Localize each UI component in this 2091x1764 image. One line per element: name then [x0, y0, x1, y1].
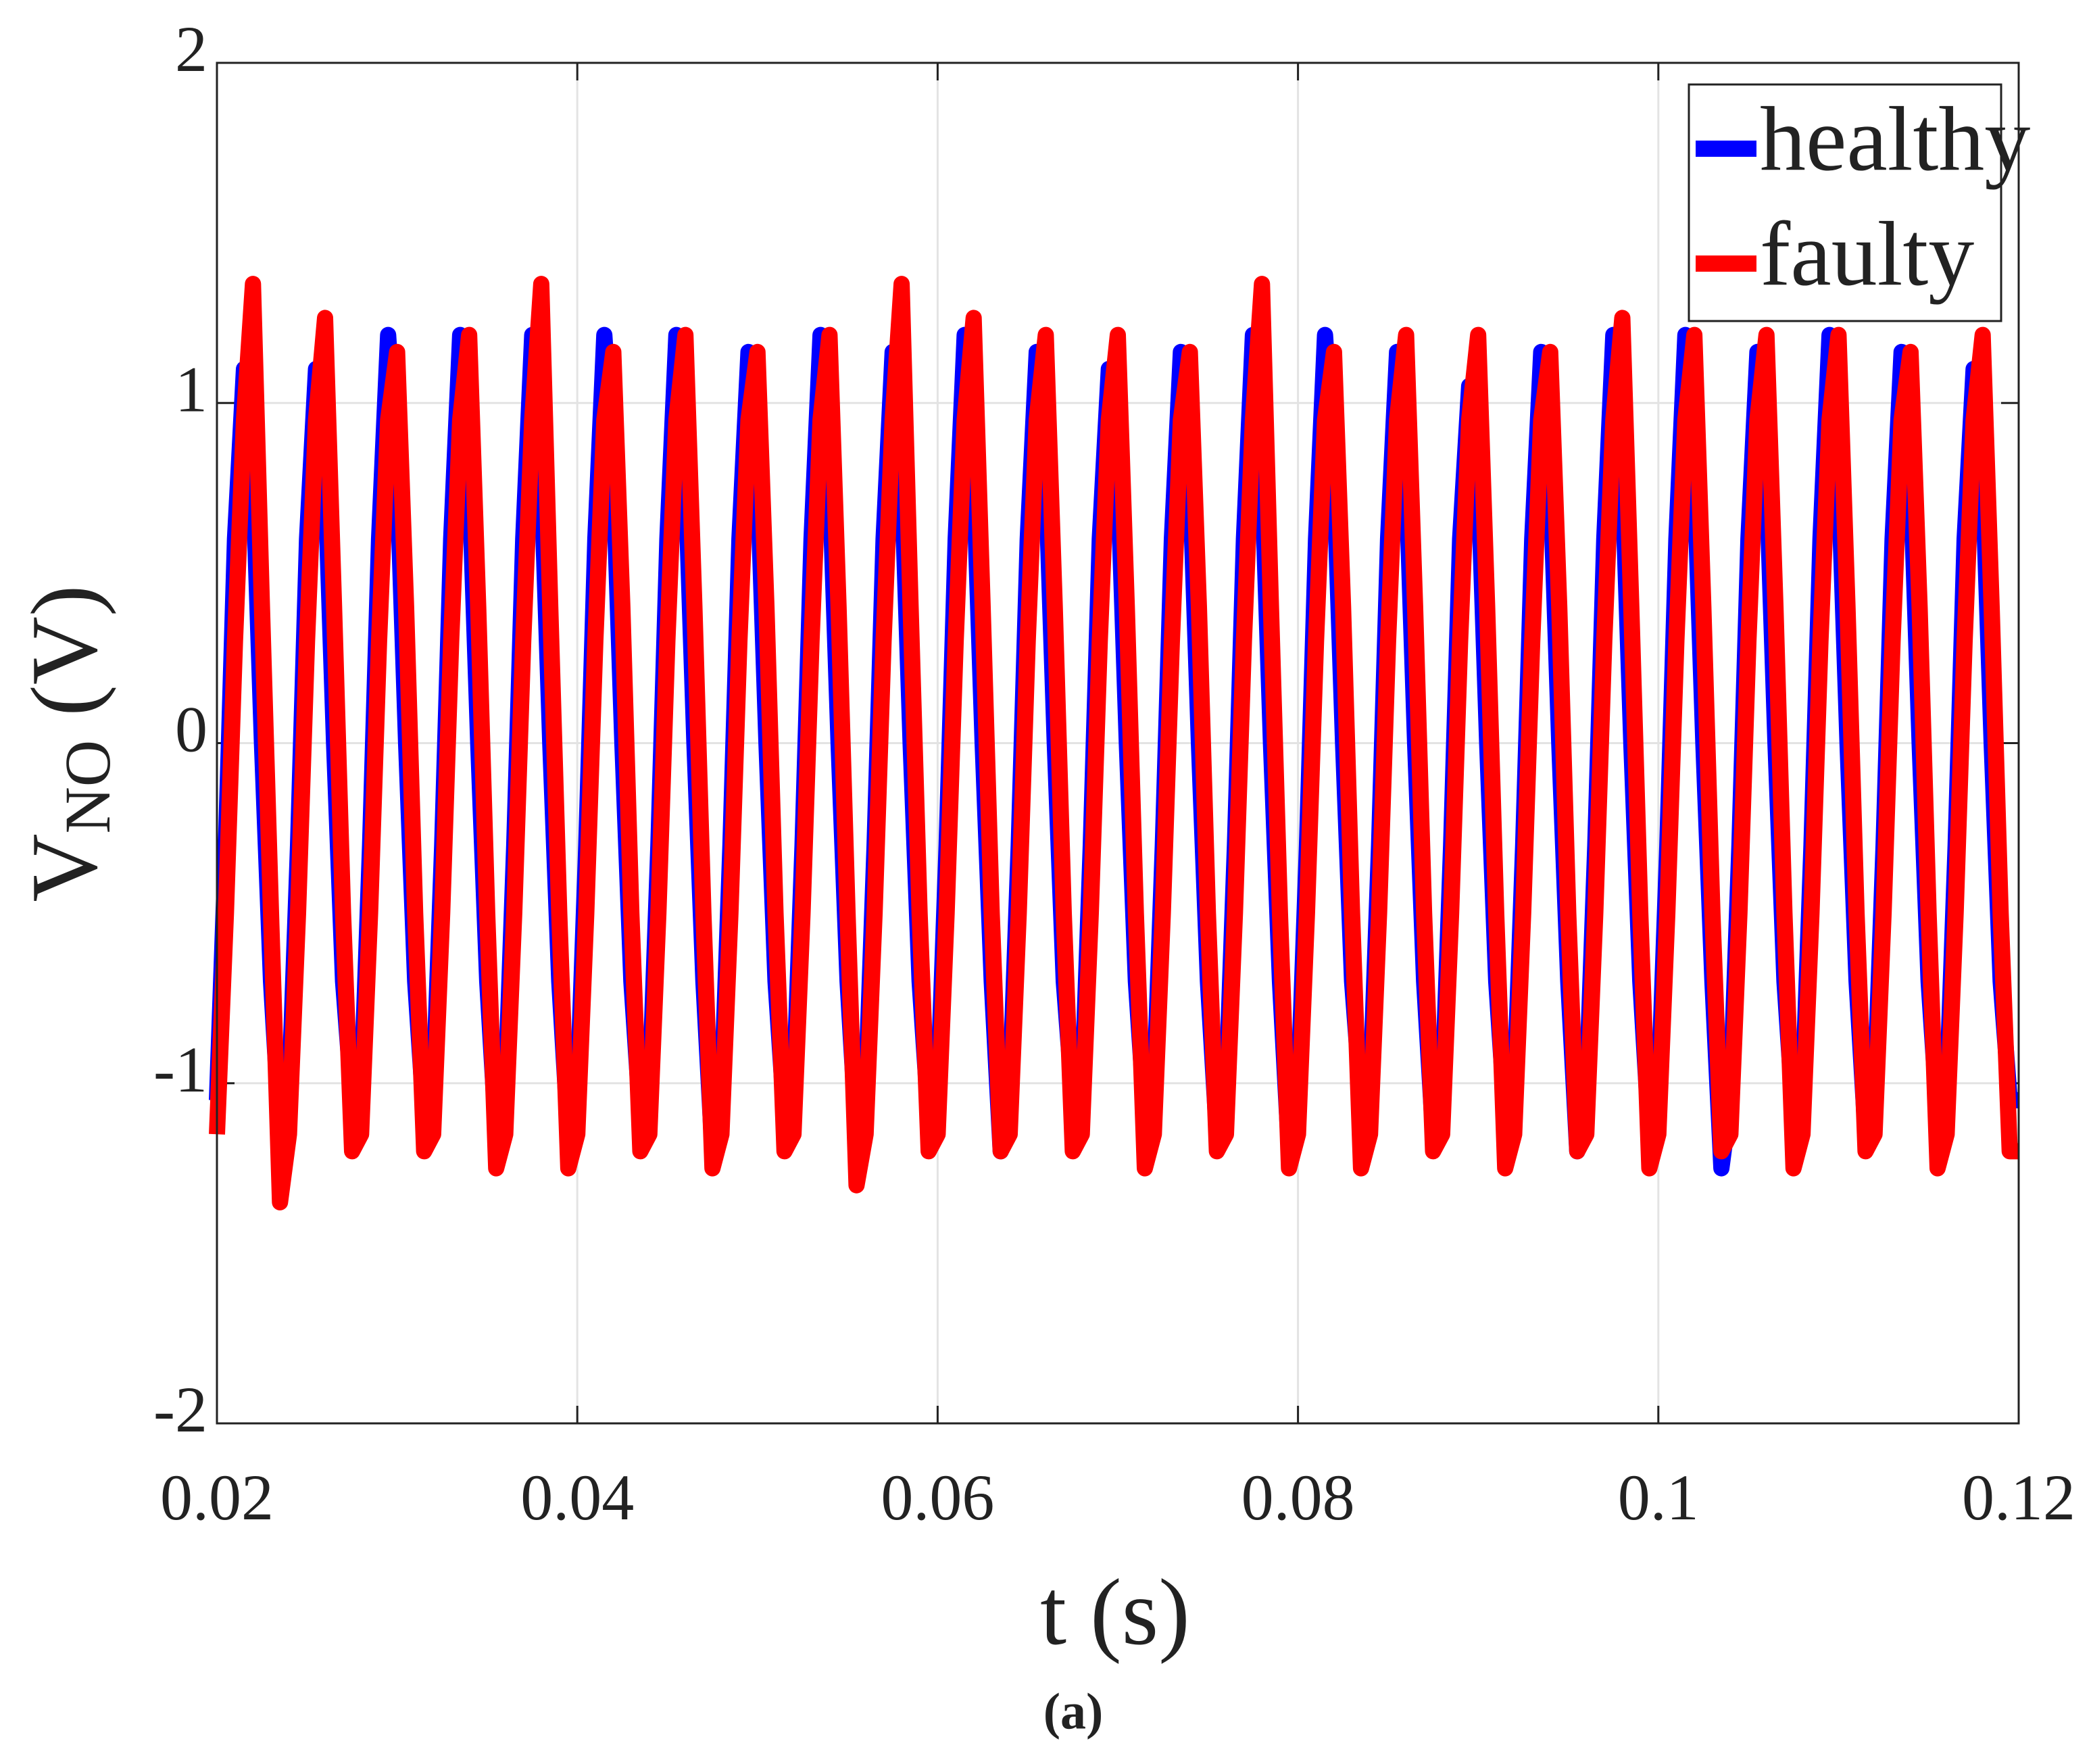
- y-tick-label: 0: [175, 693, 207, 766]
- x-axis-label: t (s): [1040, 1560, 1190, 1665]
- caption: (a): [1043, 1683, 1104, 1740]
- x-tick-label: 0.1: [1618, 1461, 1699, 1534]
- x-tick-label: 0.12: [1962, 1461, 2075, 1534]
- y-tick-label: -2: [153, 1373, 207, 1446]
- legend-box: [1688, 83, 2002, 322]
- x-tick-label: 0.02: [160, 1461, 274, 1534]
- y-tick-label: 2: [175, 13, 207, 85]
- x-tick-label: 0.08: [1241, 1461, 1355, 1534]
- y-label-sub: NO: [51, 740, 124, 834]
- x-tick-label: 0.04: [520, 1461, 634, 1534]
- y-axis-label: VNO (V): [12, 585, 124, 902]
- x-tick-label: 0.06: [881, 1461, 994, 1534]
- y-tick-label: -1: [153, 1033, 207, 1106]
- legend-label: healthy: [1760, 89, 2030, 190]
- legend-label: faulty: [1760, 203, 1974, 305]
- axes-box: [216, 62, 2020, 1425]
- y-label-unit: (V): [12, 585, 117, 739]
- y-label-main: V: [12, 833, 117, 902]
- y-tick-label: 1: [175, 353, 207, 425]
- series-line: [209, 276, 2019, 1210]
